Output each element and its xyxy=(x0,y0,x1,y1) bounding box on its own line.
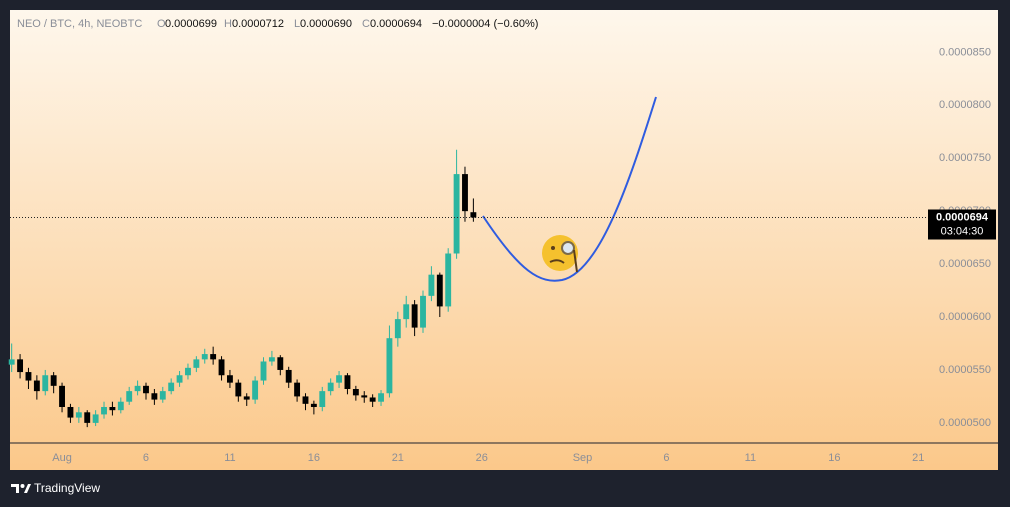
candle-body xyxy=(50,375,57,386)
candle-body xyxy=(445,253,452,307)
candle-body xyxy=(268,357,275,362)
candle-body xyxy=(151,393,158,400)
open-value: 0.0000699 xyxy=(165,18,217,30)
candle-body xyxy=(302,396,309,404)
candle-body xyxy=(210,354,217,360)
candle-body xyxy=(319,391,326,408)
candle-body xyxy=(117,401,124,411)
candle-body xyxy=(193,359,200,368)
candle-body xyxy=(277,357,284,370)
y-tick-label: 0.0000500 xyxy=(939,417,991,429)
y-tick-label: 0.0000850 xyxy=(939,46,991,58)
tradingview-logo xyxy=(11,484,31,493)
last-price-box xyxy=(928,209,996,240)
candle-body xyxy=(394,319,401,339)
chart-panel xyxy=(10,10,998,470)
change: −0.0000004 (−0.60%) xyxy=(432,18,538,30)
candle-body xyxy=(159,391,166,400)
candle-body xyxy=(378,393,384,402)
open-label: O xyxy=(157,18,166,30)
x-tick-label: 6 xyxy=(143,452,149,464)
x-tick-label: 21 xyxy=(392,452,404,464)
candle-body xyxy=(428,274,435,296)
candle-body xyxy=(462,174,468,212)
y-tick-label: 0.0000750 xyxy=(939,152,991,164)
candle-body xyxy=(252,380,259,400)
candle-body xyxy=(352,389,359,396)
candle-body xyxy=(260,361,267,381)
candle-body xyxy=(8,359,15,365)
countdown: 03:04:30 xyxy=(941,225,984,237)
high-label: H xyxy=(224,18,232,30)
plot xyxy=(8,149,477,428)
symbol: NEO / BTC, 4h, NEOBTC xyxy=(17,18,142,30)
candle-body xyxy=(84,412,91,423)
candle-body xyxy=(134,385,141,392)
candle-body xyxy=(403,304,410,320)
candle-body xyxy=(453,174,460,254)
y-tick-label: 0.0000800 xyxy=(939,99,991,111)
candle-body xyxy=(143,385,149,394)
candle-body xyxy=(285,369,292,383)
candle-body xyxy=(294,382,301,397)
x-tick-label: 26 xyxy=(476,452,488,464)
close-label: C xyxy=(362,18,370,30)
candle-body xyxy=(218,359,225,376)
x-tick-label: 11 xyxy=(745,452,756,464)
x-tick-label: 16 xyxy=(828,452,840,464)
candle-body xyxy=(436,274,443,307)
candle-body xyxy=(92,414,99,423)
candle-body xyxy=(185,367,191,376)
x-tick-label: 11 xyxy=(224,452,235,464)
candle-body xyxy=(235,382,242,397)
x-tick-label: 6 xyxy=(663,452,669,464)
candle-body xyxy=(243,396,250,400)
candle-body xyxy=(33,380,40,392)
high-value: 0.0000712 xyxy=(232,18,284,30)
candle-body xyxy=(336,375,343,383)
brand: TradingView xyxy=(34,481,100,495)
candle-body xyxy=(327,382,334,392)
candle-body xyxy=(176,375,183,383)
close-value: 0.0000694 xyxy=(370,18,422,30)
candle-body xyxy=(344,375,351,390)
candle-body xyxy=(369,397,376,402)
candle-body xyxy=(25,372,32,381)
candle-body xyxy=(226,375,233,383)
candle-body xyxy=(126,391,133,402)
candle-body xyxy=(59,385,65,408)
x-tick-label: Aug xyxy=(52,452,72,464)
candle-body xyxy=(310,403,317,408)
candle-body xyxy=(361,395,368,398)
candle-body xyxy=(42,375,49,392)
candle-body xyxy=(420,295,426,328)
candle-body xyxy=(17,359,24,373)
y-tick-label: 0.0000600 xyxy=(939,311,991,323)
candle-body xyxy=(168,382,175,392)
projection-curve xyxy=(482,96,657,282)
candle-body xyxy=(67,407,74,418)
candle-body xyxy=(109,407,116,411)
low-value: 0.0000690 xyxy=(300,18,352,30)
last-price-label: 0.0000694 xyxy=(936,211,989,223)
candle-body xyxy=(201,354,208,360)
candle-body xyxy=(411,304,418,328)
x-tick-label: Sep xyxy=(573,452,593,464)
low-label: L xyxy=(294,18,300,30)
candle-body xyxy=(470,212,477,218)
x-tick-label: 16 xyxy=(308,452,320,464)
candle-body xyxy=(75,412,82,418)
y-tick-label: 0.0000650 xyxy=(939,258,991,270)
thinking-face-icon xyxy=(542,235,578,273)
candle-body xyxy=(386,338,393,394)
candle-body xyxy=(101,407,107,415)
y-tick-label: 0.0000550 xyxy=(939,364,991,376)
x-tick-label: 21 xyxy=(912,452,924,464)
